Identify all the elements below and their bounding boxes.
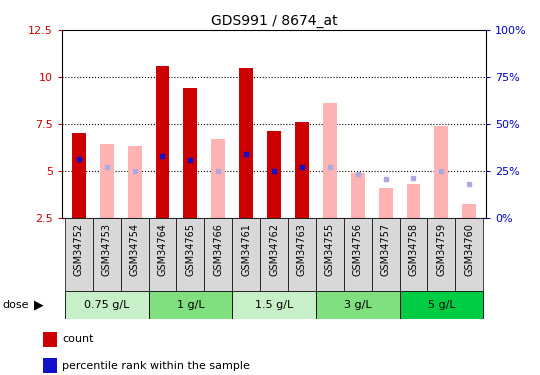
Text: GSM34755: GSM34755 xyxy=(325,224,335,276)
Bar xyxy=(267,131,281,218)
Bar xyxy=(148,291,232,319)
Bar xyxy=(127,146,141,218)
Bar xyxy=(462,204,476,218)
Text: 1 g/L: 1 g/L xyxy=(177,300,204,310)
Bar xyxy=(65,217,93,291)
Text: GSM34764: GSM34764 xyxy=(158,224,167,276)
Bar xyxy=(316,217,344,291)
Bar xyxy=(455,217,483,291)
Text: GSM34760: GSM34760 xyxy=(464,224,474,276)
Text: ▶: ▶ xyxy=(34,298,44,311)
Bar xyxy=(156,66,170,218)
Text: GSM34756: GSM34756 xyxy=(353,224,363,276)
Text: GSM34763: GSM34763 xyxy=(297,224,307,276)
Bar xyxy=(323,103,337,218)
Text: GSM34766: GSM34766 xyxy=(213,224,223,276)
Bar xyxy=(204,217,232,291)
Bar xyxy=(434,126,448,218)
Bar xyxy=(344,217,372,291)
Bar xyxy=(211,139,225,218)
Text: GSM34754: GSM34754 xyxy=(130,224,140,276)
Bar xyxy=(295,122,309,218)
Bar xyxy=(100,144,114,218)
Text: count: count xyxy=(62,334,94,344)
Text: 0.75 g/L: 0.75 g/L xyxy=(84,300,130,310)
Text: percentile rank within the sample: percentile rank within the sample xyxy=(62,361,250,370)
Bar xyxy=(260,217,288,291)
Text: GSM34753: GSM34753 xyxy=(102,224,112,276)
Bar xyxy=(93,217,120,291)
Bar xyxy=(232,217,260,291)
Text: GSM34762: GSM34762 xyxy=(269,224,279,276)
Bar xyxy=(184,88,197,218)
Text: GSM34757: GSM34757 xyxy=(381,224,390,276)
Bar xyxy=(43,332,57,347)
Text: 3 g/L: 3 g/L xyxy=(344,300,372,310)
Bar xyxy=(407,184,421,218)
Bar xyxy=(428,217,455,291)
Bar xyxy=(351,172,364,217)
Bar xyxy=(65,291,148,319)
Bar xyxy=(400,217,428,291)
Bar xyxy=(148,217,177,291)
Text: GSM34765: GSM34765 xyxy=(185,224,195,276)
Text: GSM34758: GSM34758 xyxy=(408,224,418,276)
Bar xyxy=(400,291,483,319)
Title: GDS991 / 8674_at: GDS991 / 8674_at xyxy=(211,13,338,28)
Text: GSM34759: GSM34759 xyxy=(436,224,447,276)
Bar xyxy=(120,217,148,291)
Bar xyxy=(72,133,86,218)
Bar xyxy=(43,358,57,373)
Text: 5 g/L: 5 g/L xyxy=(428,300,455,310)
Text: 1.5 g/L: 1.5 g/L xyxy=(255,300,293,310)
Bar xyxy=(316,291,400,319)
Bar xyxy=(372,217,400,291)
Text: GSM34752: GSM34752 xyxy=(74,224,84,276)
Bar xyxy=(379,188,393,218)
Text: dose: dose xyxy=(3,300,29,310)
Bar xyxy=(177,217,204,291)
Bar xyxy=(239,68,253,218)
Bar xyxy=(288,217,316,291)
Bar xyxy=(232,291,316,319)
Text: GSM34761: GSM34761 xyxy=(241,224,251,276)
